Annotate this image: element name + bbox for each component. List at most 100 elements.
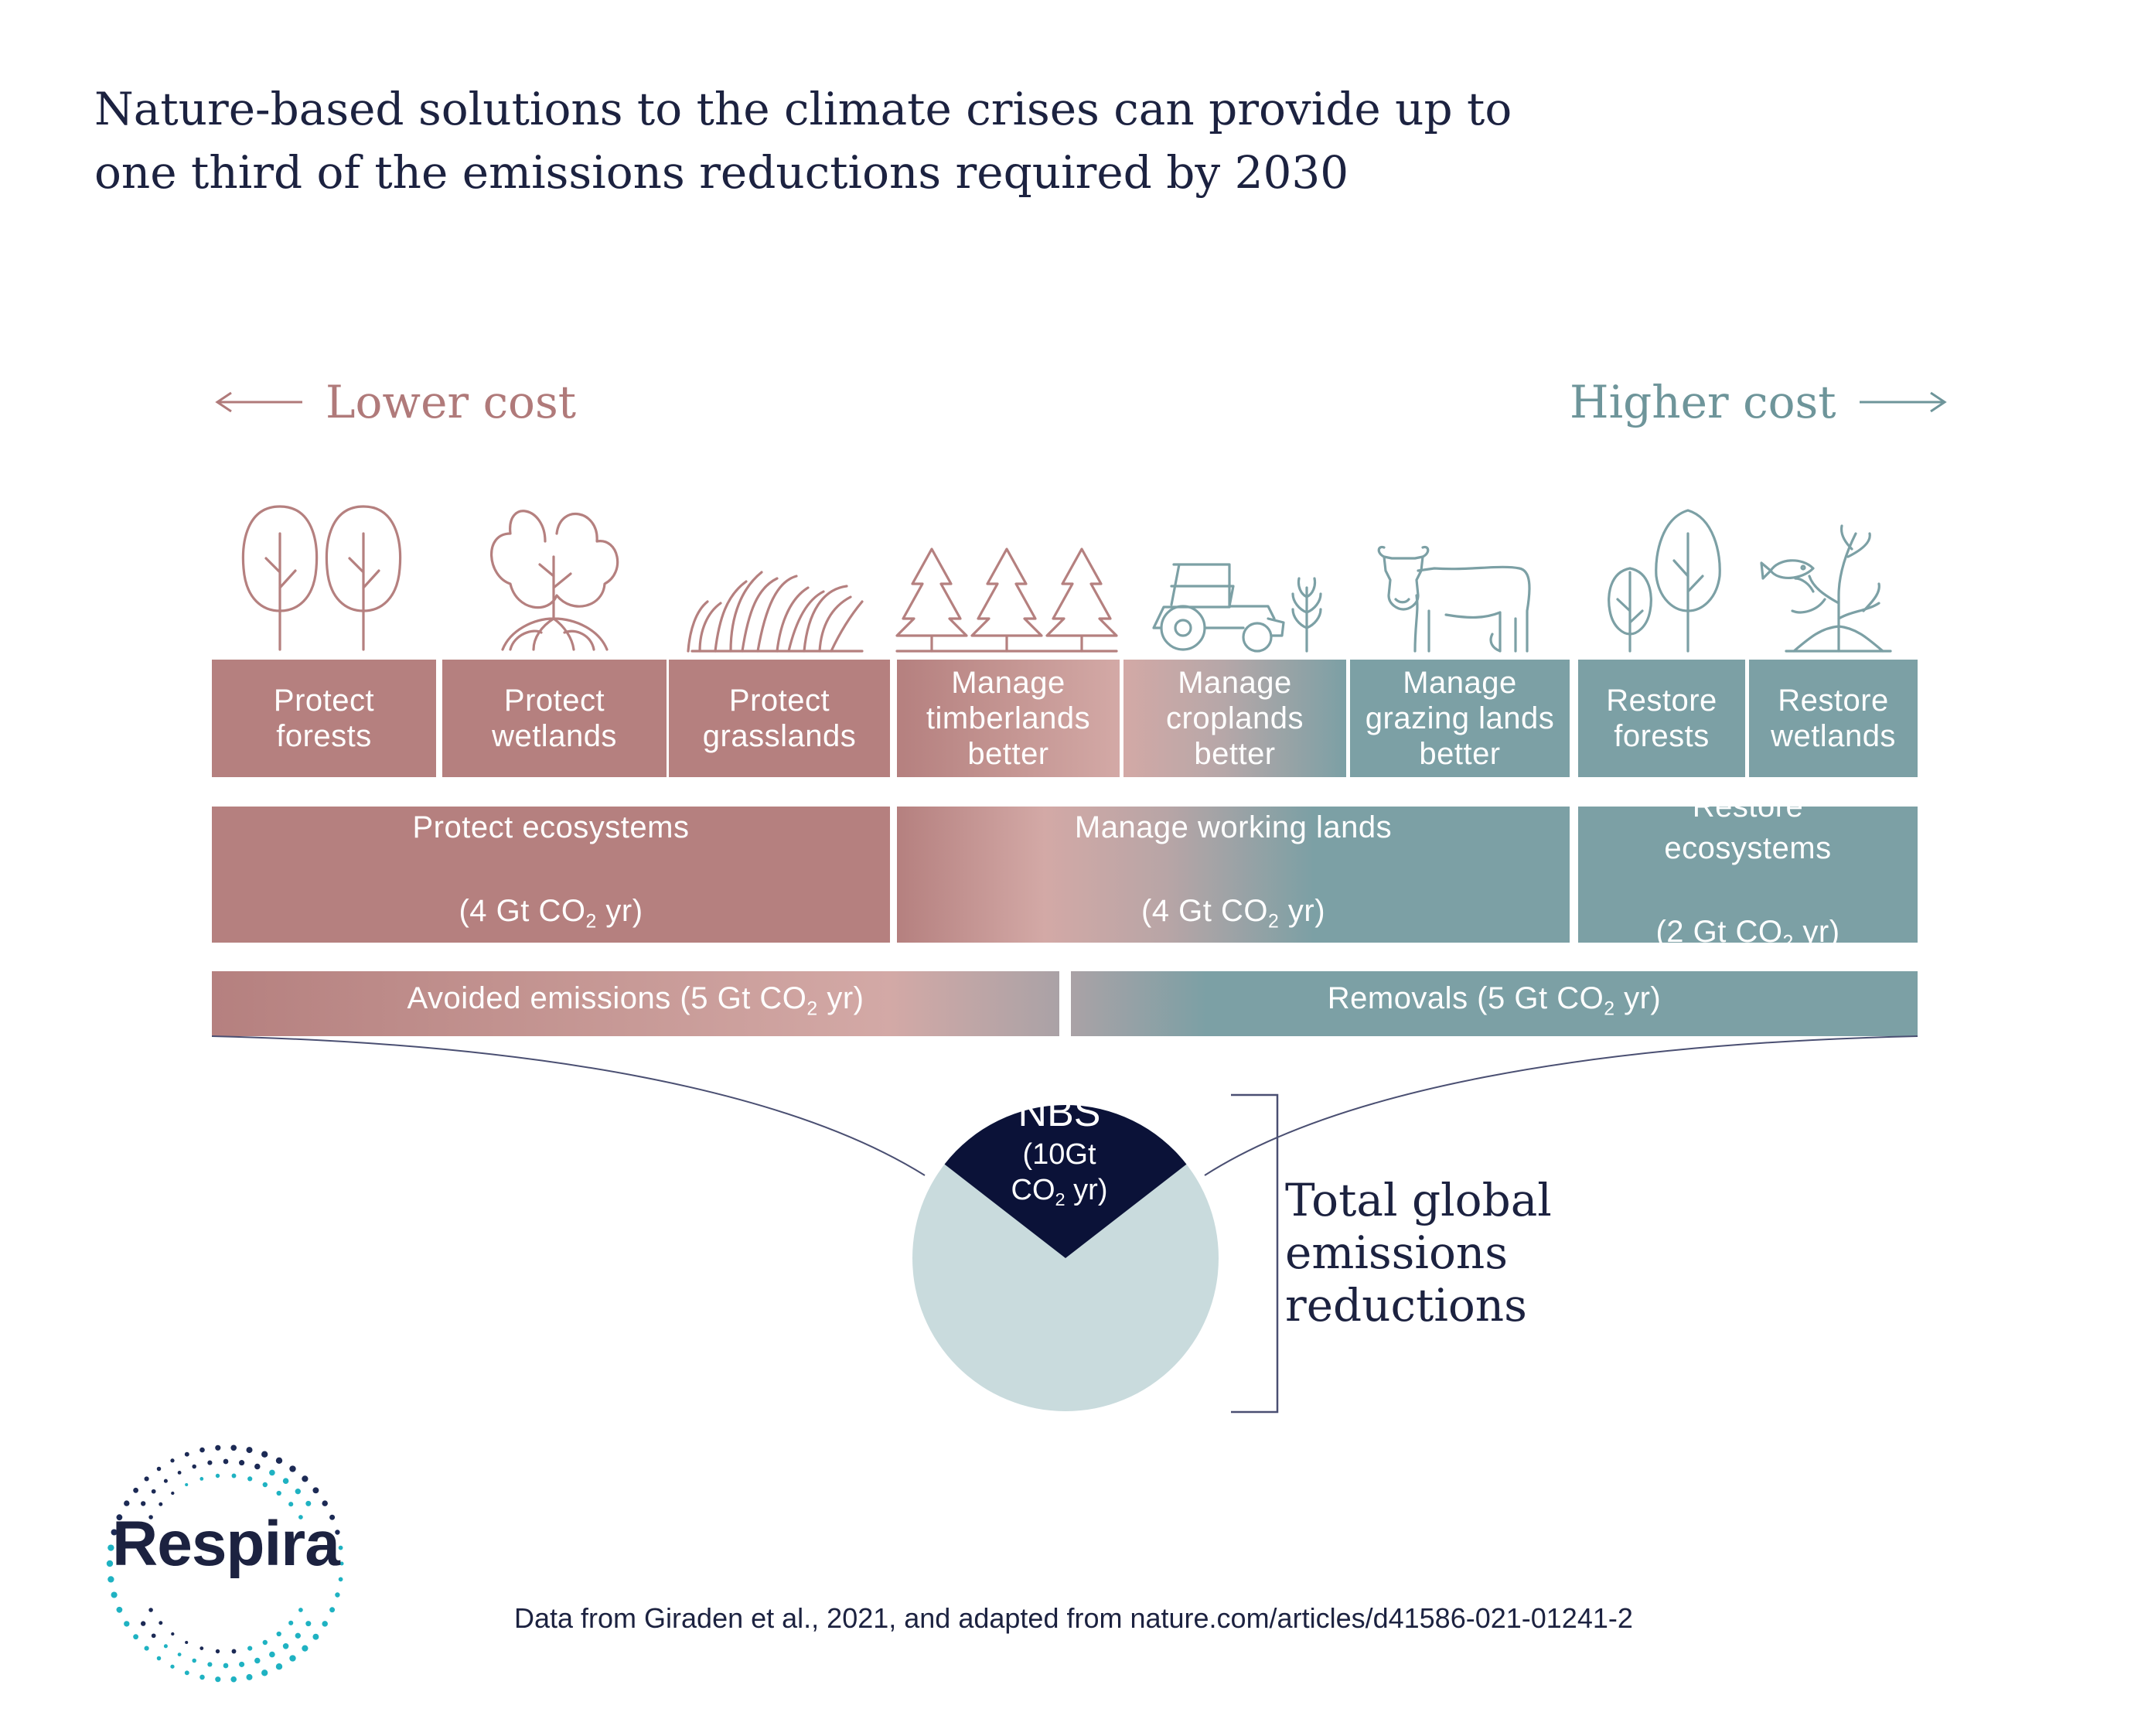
logo-dot xyxy=(276,1631,281,1637)
category-unit: yr) xyxy=(596,893,643,928)
logo-dot xyxy=(133,1487,138,1493)
logo-dot xyxy=(261,1669,268,1676)
logo-dot xyxy=(261,1451,268,1458)
source-note: Data from Giraden et al., 2021, and adap… xyxy=(514,1602,1633,1634)
action-box-manage-croplands: Manage croplands better xyxy=(1123,660,1346,777)
cow-icon xyxy=(1377,545,1531,653)
logo-dot xyxy=(163,1644,168,1649)
pie-slice-nbs xyxy=(944,1105,1187,1258)
action-box-restore-forests: Restore forests xyxy=(1578,660,1745,777)
logo-dot xyxy=(288,1502,294,1507)
logo-dot xyxy=(329,1607,336,1613)
logo-dot xyxy=(269,1651,275,1658)
co2-subscript: 2 xyxy=(585,911,597,933)
total-bracket xyxy=(1231,1093,1279,1414)
co2-subscript: 2 xyxy=(806,998,818,1020)
logo-dot xyxy=(312,1487,319,1494)
removals-bar: Removals (5 Gt CO2 yr) xyxy=(1071,971,1918,1036)
logo-dot xyxy=(230,1444,237,1451)
category-amount: (4 Gt CO xyxy=(459,893,586,928)
logo-dot xyxy=(276,1490,281,1496)
logo-dot xyxy=(282,1478,289,1484)
logo-dot xyxy=(163,1478,168,1483)
action-box-manage-timberlands: Manage timberlands better xyxy=(897,660,1120,777)
logo-dot xyxy=(159,1621,163,1625)
deciduous-trees-icon xyxy=(241,505,402,651)
action-label: Manage timberlands better xyxy=(926,666,1091,771)
logo-dot xyxy=(116,1606,123,1613)
action-label: Manage croplands better xyxy=(1166,666,1304,771)
logo-dot xyxy=(305,1621,312,1627)
logo-dot xyxy=(111,1529,118,1536)
logo-dot xyxy=(141,1621,146,1626)
right-funnel-line xyxy=(1204,1035,1918,1176)
action-label: Protect wetlands xyxy=(492,684,617,753)
logo-dot xyxy=(339,1561,344,1566)
lower-cost-text: Lower cost xyxy=(326,376,577,428)
action-box-protect-grasslands: Protect grasslands xyxy=(669,660,890,777)
category-amount: (2 Gt CO xyxy=(1655,914,1783,949)
logo-dot xyxy=(184,1670,189,1676)
co2-subscript: 2 xyxy=(1267,911,1280,933)
logo-dot xyxy=(302,1475,309,1482)
left-funnel-line xyxy=(211,1035,926,1176)
action-label: Restore forests xyxy=(1606,684,1717,753)
young-trees-icon xyxy=(1608,509,1721,653)
action-label: Restore wetlands xyxy=(1771,684,1896,753)
co2-subscript: 2 xyxy=(1782,932,1794,953)
removals-label: Removals (5 Gt CO xyxy=(1327,981,1604,1015)
logo-dot xyxy=(239,1460,245,1466)
chart-title: Nature-based solutions to the climate cr… xyxy=(94,83,1512,199)
category-protect-ecosystems: Protect ecosystems (4 Gt CO2 yr) xyxy=(212,807,890,943)
logo-dot xyxy=(199,1447,205,1453)
logo-dot xyxy=(207,1662,213,1667)
logo-dot xyxy=(184,1451,189,1457)
logo-dot xyxy=(151,1489,156,1494)
logo-dot xyxy=(177,1471,182,1475)
action-box-protect-forests: Protect forests xyxy=(212,660,436,777)
logo-dot xyxy=(124,1621,130,1627)
logo-dot xyxy=(239,1661,245,1667)
logo-dot xyxy=(192,1658,196,1663)
co2-subscript: 2 xyxy=(1055,1189,1066,1210)
action-box-manage-grazing: Manage grazing lands better xyxy=(1350,660,1570,777)
logo-dot xyxy=(254,1657,261,1664)
logo-dot xyxy=(305,1500,312,1506)
logo-dot xyxy=(247,1476,253,1482)
logo-dot xyxy=(298,1608,303,1612)
tractor-wheat-icon xyxy=(1152,563,1322,653)
category-name: Protect ecosystems xyxy=(412,810,690,844)
higher-cost-label: Higher cost xyxy=(1570,371,1949,433)
logo-dot xyxy=(199,1646,204,1650)
higher-cost-text: Higher cost xyxy=(1570,376,1836,428)
logo-dot xyxy=(156,1656,162,1661)
action-label: Protect forests xyxy=(273,684,375,753)
logo-dot xyxy=(106,1560,114,1567)
logo-dot xyxy=(246,1447,253,1454)
logo-dot xyxy=(159,1502,163,1506)
logo-dot xyxy=(289,1655,296,1662)
logo-dot xyxy=(215,1473,220,1478)
logo-dot xyxy=(295,1632,301,1639)
logo-dot xyxy=(295,1489,301,1495)
avoided-emissions-label: Avoided emissions (5 Gt CO xyxy=(407,981,807,1015)
nbs-title: NBS xyxy=(1018,1090,1101,1135)
logo-dot xyxy=(254,1463,261,1470)
logo-dot xyxy=(247,1646,253,1651)
logo-dot xyxy=(116,1514,123,1521)
logo-dot xyxy=(148,1515,153,1519)
logo-dot xyxy=(282,1643,289,1649)
logo-wordmark: Respira xyxy=(112,1509,340,1579)
logo-dot xyxy=(133,1634,138,1640)
logo-dot xyxy=(207,1460,213,1465)
action-box-protect-wetlands: Protect wetlands xyxy=(442,660,667,777)
logo-dot xyxy=(111,1591,118,1598)
avoided-emissions-unit: yr) xyxy=(817,981,864,1015)
logo-dot xyxy=(223,1663,229,1669)
logo-dot xyxy=(171,1491,175,1496)
logo-dot xyxy=(338,1577,343,1582)
logo-dot xyxy=(322,1621,328,1627)
logo-dot xyxy=(192,1464,196,1469)
logo-dot xyxy=(107,1544,114,1551)
